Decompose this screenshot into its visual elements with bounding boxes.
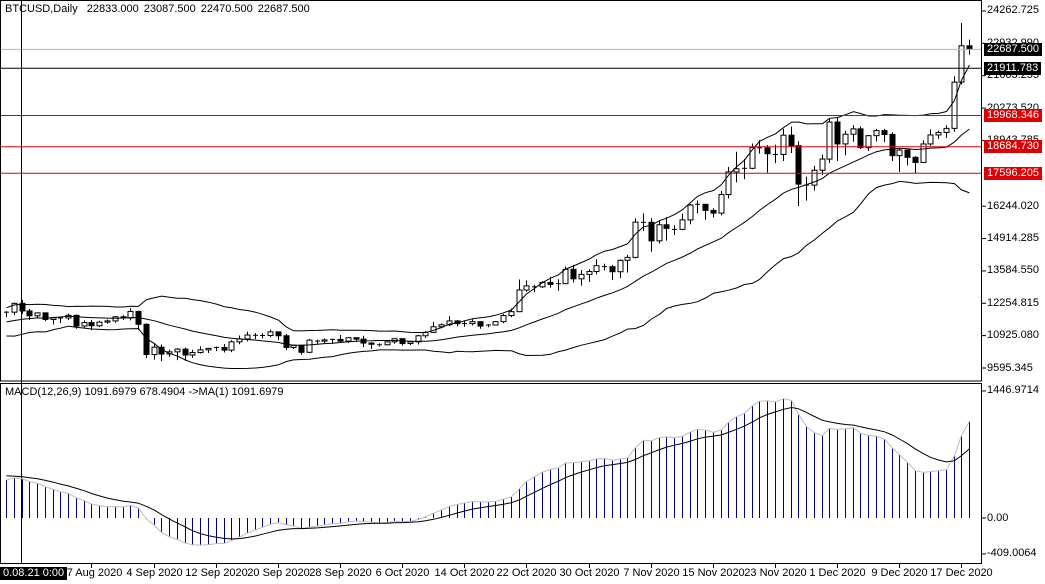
date-tick-label: 17 Dec 2020 xyxy=(930,567,993,579)
date-tick-label: 12 Sep 2020 xyxy=(185,567,248,579)
ohlc-close: 22687.500 xyxy=(257,3,310,15)
macd-line xyxy=(6,398,970,546)
date-tick-label: 23 Nov 2020 xyxy=(744,567,807,579)
bollinger-band-line xyxy=(6,128,970,346)
candlesticks xyxy=(4,22,973,362)
macd-histogram xyxy=(6,398,970,546)
macd-indicator-label: MACD(12,26,9) 1091.6979 678.4904 ->MA(1)… xyxy=(5,386,284,398)
date-tick-label: 30 Oct 2020 xyxy=(559,567,620,579)
price-tick-label: 14914.285 xyxy=(987,232,1039,245)
price-tick-label: 24262.725 xyxy=(987,4,1039,17)
bollinger-band-line xyxy=(6,64,970,334)
price-line-label: 18684.730 xyxy=(984,140,1042,154)
date-tick-label: 6 Oct 2020 xyxy=(375,567,430,579)
date-tick-label: 15 Nov 2020 xyxy=(682,567,745,579)
date-tick-label: 7 Nov 2020 xyxy=(623,567,680,579)
date-tick-label: 27 Aug 2020 xyxy=(60,567,123,579)
bollinger-band-line xyxy=(6,180,970,369)
price-line-label: 19968.346 xyxy=(984,109,1042,123)
date-tick-label: 9 Dec 2020 xyxy=(871,567,928,579)
date-tick-label: 22 Oct 2020 xyxy=(496,567,557,579)
date-tick-label: 14 Oct 2020 xyxy=(434,567,495,579)
price-tick-label: 10925.080 xyxy=(987,329,1039,342)
price-tick-label: 9595.345 xyxy=(987,361,1033,374)
price-tick-label: 13584.550 xyxy=(987,264,1039,277)
vline-time-label: 0.08.21 0:00 xyxy=(0,567,68,580)
ohlc-low: 22470.500 xyxy=(200,3,253,15)
ohlc-high: 23087.500 xyxy=(143,3,196,15)
ohlc-open: 22833.000 xyxy=(86,3,139,15)
macd-tick-label: 0.00 xyxy=(987,511,1009,524)
price-line-label: 22687.500 xyxy=(984,42,1042,56)
price-tick-label: 12254.815 xyxy=(987,296,1039,309)
chart-title: BTCUSD,Daily 22833.000 23087.500 22470.500 2… xyxy=(5,3,315,16)
macd-signal-line xyxy=(6,406,970,540)
date-tick-label: 1 Dec 2020 xyxy=(809,567,866,579)
date-tick-label: 20 Sep 2020 xyxy=(247,567,310,579)
macd-tick-label: -409.0064 xyxy=(987,547,1037,560)
price-line-label: 21911.783 xyxy=(984,61,1042,75)
date-tick-label: 4 Sep 2020 xyxy=(126,567,183,579)
price-tick-label: 16244.020 xyxy=(987,199,1039,212)
date-tick-label: 28 Sep 2020 xyxy=(309,567,372,579)
price-line-label: 17596.205 xyxy=(984,166,1042,180)
macd-tick-label: 1446.9714 xyxy=(987,384,1039,397)
symbol-period-label: BTCUSD,Daily xyxy=(5,3,78,15)
